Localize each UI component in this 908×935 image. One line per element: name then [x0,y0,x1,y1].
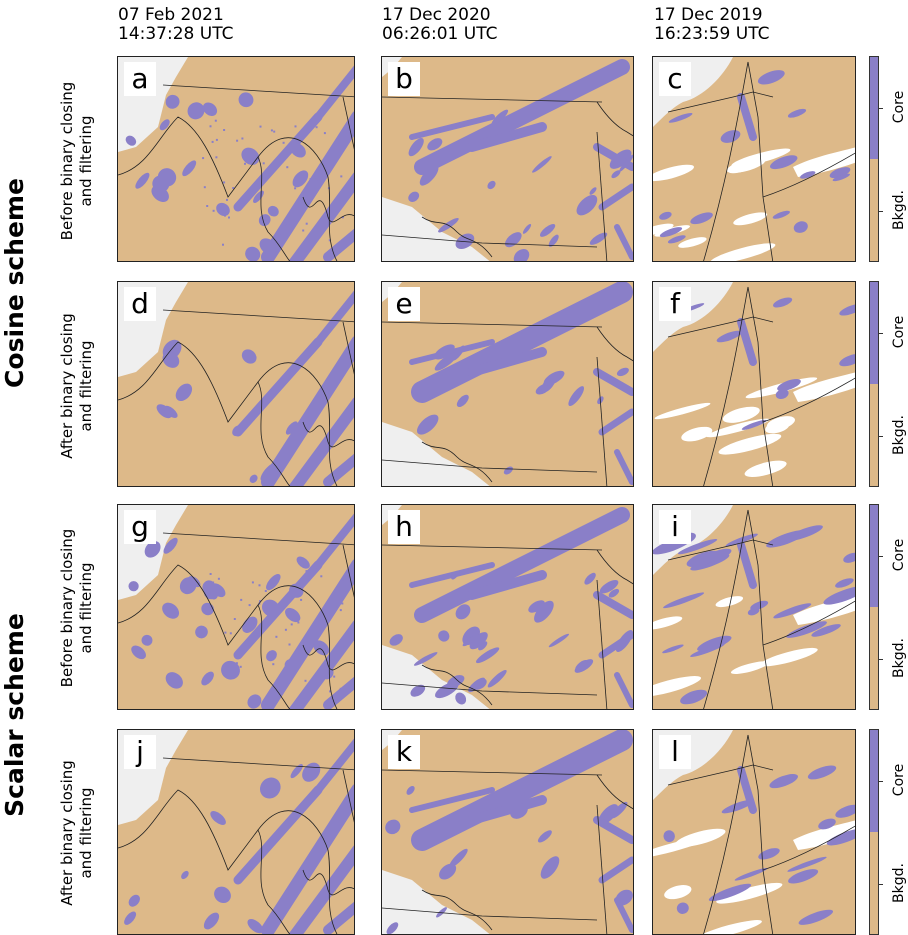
colorbar-tick [879,555,883,557]
colorbar-label-background: Bkgd. [891,414,907,455]
map-panel-g: g [117,504,355,710]
row-label-line: After binary closing [58,760,76,906]
column-time: 16:23:59 UTC [654,24,770,44]
colorbar-tick [879,210,883,212]
colorbar-core-segment [870,730,878,832]
scheme-label-cosine: Cosine scheme [0,178,29,388]
row-label-line: After binary closing [58,313,76,459]
panel-letter: f [659,287,691,321]
colorbar-label-core: Core [891,90,907,123]
column-header-3: 17 Dec 2019 16:23:59 UTC [654,6,769,44]
colorbar-label-core: Core [891,315,907,348]
map-panel-j: j [117,729,355,935]
row-label-line: and filtering [77,787,95,879]
panel-letter: a [124,62,156,96]
panel-letter: l [659,735,691,769]
colorbar-tick [879,435,883,437]
row-label-1: Before binary closing and filtering [58,63,98,259]
row-label-line: and filtering [77,115,95,207]
column-date: 07 Feb 2021 [118,5,224,25]
map-panel-a: a [117,56,355,262]
colorbar-tick [879,107,883,109]
panel-letter: h [388,510,420,544]
colorbar-tick [879,883,883,885]
colorbar-core-segment [870,57,878,159]
colorbar [869,729,879,935]
map-panel-h: h [381,504,634,710]
panel-letter: g [124,510,156,544]
column-time: 06:26:01 UTC [382,24,498,44]
colorbar-tick [879,658,883,660]
scheme-label-scalar: Scalar scheme [0,613,29,817]
row-label-line: Before binary closing [58,528,76,688]
colorbar-label-background: Bkgd. [891,862,907,903]
map-panel-c: c [652,56,856,262]
map-panel-b: b [381,56,634,262]
colorbar [869,281,879,487]
map-panel-l: l [652,729,856,935]
row-label-line: and filtering [77,562,95,654]
row-label-line: Before binary closing [58,81,76,241]
row-label-line: and filtering [77,340,95,432]
panel-letter: d [124,287,156,321]
map-panel-k: k [381,729,634,935]
column-date: 17 Dec 2019 [654,5,763,25]
colorbar-label-core: Core [891,763,907,796]
map-panel-f: f [652,281,856,487]
panel-letter: k [388,735,420,769]
colorbar-core-segment [870,282,878,384]
map-panel-e: e [381,281,634,487]
panel-letter: e [388,287,420,321]
column-header-1: 07 Feb 2021 14:37:28 UTC [118,6,233,44]
panel-letter: i [659,510,691,544]
map-panel-i: i [652,504,856,710]
map-panel-d: d [117,281,355,487]
panel-letter: j [124,735,156,769]
panel-letter: c [659,62,691,96]
colorbar-tick [879,332,883,334]
column-date: 17 Dec 2020 [382,5,491,25]
colorbar-core-segment [870,505,878,607]
column-time: 14:37:28 UTC [118,24,234,44]
row-label-2: After binary closing and filtering [58,288,98,484]
column-header-2: 17 Dec 2020 06:26:01 UTC [382,6,497,44]
colorbar [869,504,879,710]
row-label-3: Before binary closing and filtering [58,510,98,706]
colorbar-tick [879,780,883,782]
colorbar-label-background: Bkgd. [891,189,907,230]
panel-letter: b [388,62,420,96]
colorbar-label-core: Core [891,538,907,571]
colorbar-label-background: Bkgd. [891,637,907,678]
row-label-4: After binary closing and filtering [58,735,98,931]
colorbar [869,56,879,262]
